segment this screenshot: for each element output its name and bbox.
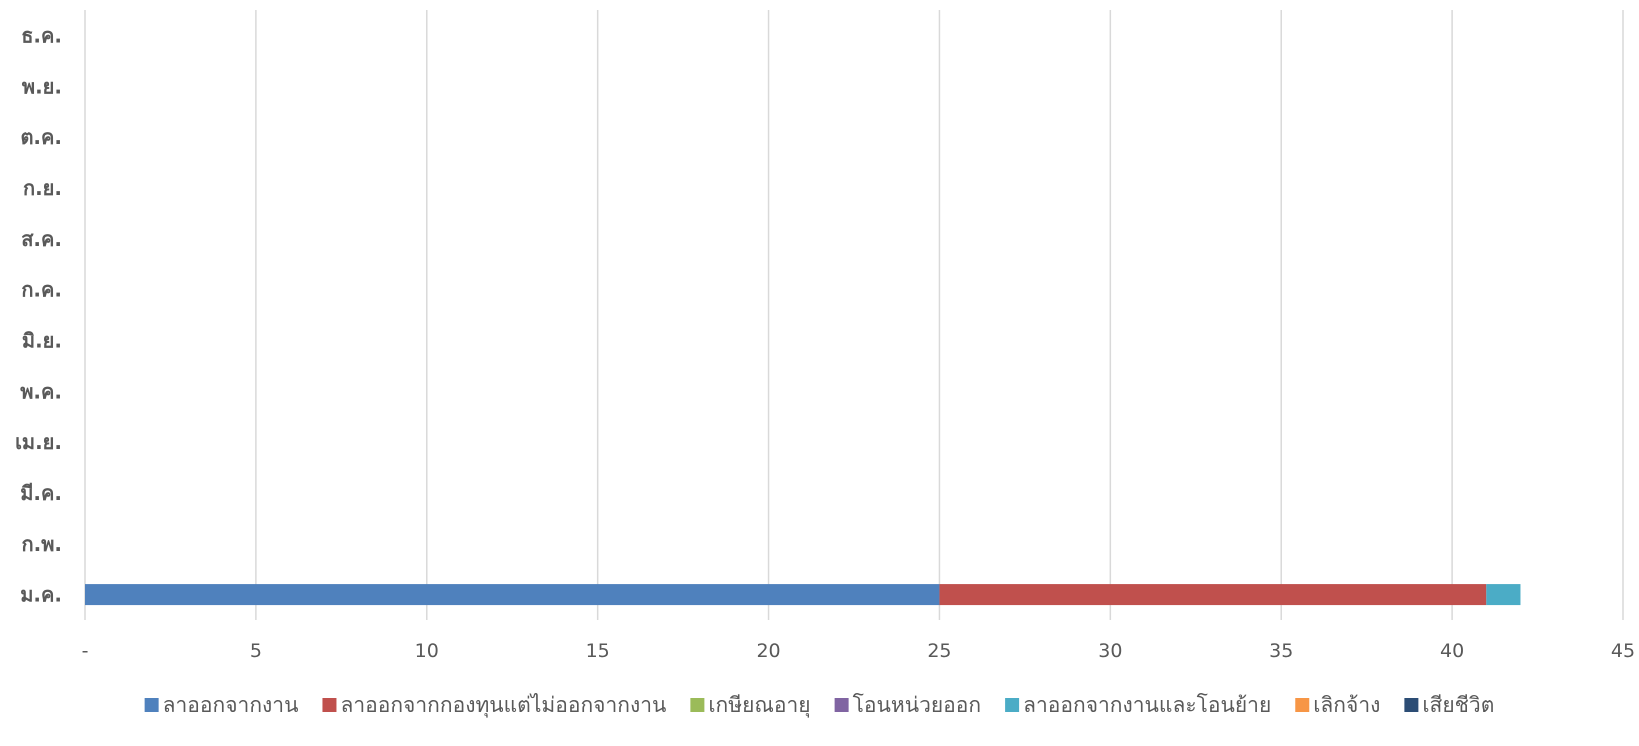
bars [85,584,1521,606]
x-tick-label: 20 [756,640,780,662]
x-tick-label: 25 [927,640,951,662]
y-category-label: ส.ค. [21,227,62,251]
legend-label: เลิกจ้าง [1313,693,1380,717]
x-tick-label: 30 [1098,640,1122,662]
legend-label: เกษียณอายุ [708,693,810,718]
legend: ลาออกจากงาน ลาออกจากกองทุนแต่ไม่ออกจากงาน… [144,693,1494,718]
x-tick-label: 35 [1269,640,1293,662]
legend-item: โอนหน่วยออก [834,693,981,717]
legend-swatch [834,698,849,712]
y-category-label: พ.ค. [20,379,62,403]
x-tick-label: - [82,640,89,662]
x-tick-label: 45 [1611,640,1635,662]
legend-swatch [1404,698,1419,712]
legend-item: ลาออกจากงาน [144,693,299,717]
legend-item: เกษียณอายุ [690,693,811,718]
legend-swatch [1295,698,1310,712]
legend-item: ลาออกจากกองทุนแต่ไม่ออกจากงาน [322,693,666,718]
y-category-label: มี.ค. [20,481,62,505]
bar-segment [939,584,1487,606]
y-category-label: พ.ย. [22,74,62,98]
y-category-label: ก.ย. [23,176,62,200]
legend-swatch [144,698,159,712]
y-category-label: ม.ค. [20,583,62,607]
y-category-label: มิ.ย. [22,328,62,352]
x-tick-label: 10 [415,640,439,662]
legend-label: ลาออกจากงานและโอนย้าย [1023,693,1271,717]
gridlines [84,10,1624,620]
legend-item: ลาออกจากงานและโอนย้าย [1005,693,1271,717]
legend-item: เสียชีวิต [1404,693,1494,717]
bar-segment [85,584,940,606]
legend-label: เสียชีวิต [1422,693,1494,717]
x-tick-label: 5 [250,640,262,662]
legend-label: ลาออกจากงาน [163,693,299,717]
legend-label: โอนหน่วยออก [853,693,981,717]
x-tick-label: 15 [586,640,610,662]
y-category-label: ต.ค. [20,125,62,149]
legend-swatch [1005,698,1020,712]
x-tick-label: 40 [1440,640,1464,662]
legend-swatch [690,698,705,712]
axes: - 5 10 15 20 25 30 35 40 45 ม.ค. ก.พ. มี.ค. เม.ย. พ.ค.… [15,23,1635,662]
y-category-label: ก.พ. [22,532,63,556]
y-category-label: เม.ย. [15,430,62,454]
bar-segment [1486,584,1521,606]
legend-label: ลาออกจากกองทุนแต่ไม่ออกจากงาน [340,693,666,718]
legend-item: เลิกจ้าง [1295,693,1380,717]
y-category-label: ธ.ค. [21,23,62,47]
legend-swatch [322,698,337,712]
y-category-label: ก.ค. [21,278,62,302]
